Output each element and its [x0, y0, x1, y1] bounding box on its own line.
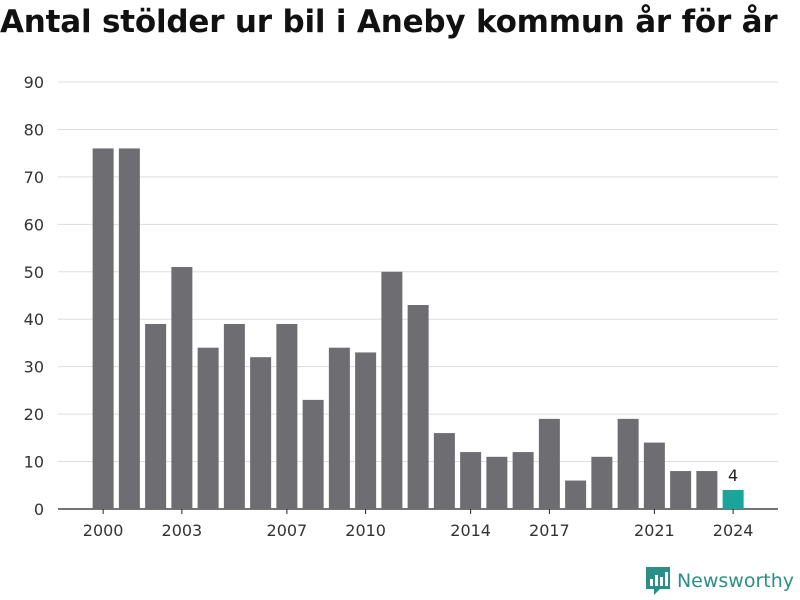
bar-2007 — [276, 323, 298, 509]
x-tick-label: 2010 — [345, 521, 386, 540]
bar-2020 — [617, 418, 639, 509]
bar-2024 — [722, 490, 744, 509]
brand-logo: Newsworthy — [645, 564, 794, 598]
x-tick-label: 2007 — [267, 521, 308, 540]
brand-name: Newsworthy — [676, 570, 794, 592]
bar-2008 — [302, 399, 324, 509]
x-tick-label: 2003 — [162, 521, 203, 540]
bar-2001 — [118, 148, 140, 509]
x-axis-ticks: 2000 2003 2007 2010 2014 2017 2021 2024 — [83, 509, 754, 540]
bars — [92, 148, 744, 509]
x-tick-label: 2024 — [713, 521, 754, 540]
bar-2010 — [355, 352, 377, 509]
x-tick-label: 2014 — [450, 521, 491, 540]
x-tick-label: 2000 — [83, 521, 124, 540]
y-tick-label: 60 — [24, 215, 44, 234]
y-tick-label: 40 — [24, 310, 44, 329]
bar-2002 — [145, 323, 167, 509]
bar-2018 — [565, 480, 587, 509]
y-tick-label: 0 — [34, 500, 44, 519]
bar-2009 — [328, 347, 350, 509]
chart-title: Antal stölder ur bil i Aneby kommun år f… — [0, 4, 778, 40]
data-labels: 4 — [728, 466, 738, 485]
y-tick-label: 50 — [24, 263, 44, 282]
bar-2019 — [591, 456, 613, 509]
y-tick-label: 80 — [24, 120, 44, 139]
bar-2016 — [512, 452, 534, 509]
bar-2000 — [92, 148, 114, 509]
y-tick-label: 10 — [24, 453, 44, 472]
bar-2003 — [171, 267, 193, 509]
data-label: 4 — [728, 466, 738, 485]
bar-2006 — [250, 357, 272, 509]
y-tick-label: 30 — [24, 358, 44, 377]
bar-2011 — [381, 271, 403, 509]
x-tick-label: 2021 — [634, 521, 675, 540]
bar-2012 — [407, 304, 429, 509]
y-axis-ticks: 0 10 20 30 40 50 60 70 80 90 — [24, 73, 44, 519]
bar-2023 — [696, 471, 718, 509]
bar-2013 — [433, 433, 455, 509]
bar-2017 — [538, 418, 560, 509]
bar-2004 — [197, 347, 219, 509]
newsworthy-logo-icon — [645, 567, 670, 595]
bar-2022 — [670, 471, 692, 509]
y-tick-label: 90 — [24, 73, 44, 92]
y-tick-label: 70 — [24, 168, 44, 187]
bar-2014 — [460, 452, 482, 509]
bar-2021 — [643, 442, 665, 509]
bar-2005 — [223, 323, 245, 509]
y-tick-label: 20 — [24, 405, 44, 424]
bar-2015 — [486, 456, 508, 509]
x-tick-label: 2017 — [529, 521, 570, 540]
